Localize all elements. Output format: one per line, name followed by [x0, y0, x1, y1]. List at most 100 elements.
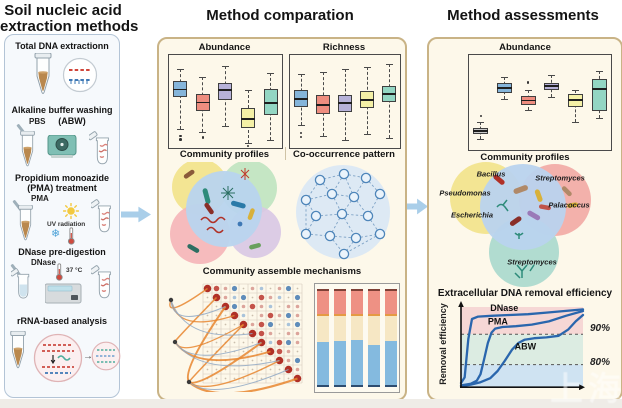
series-label-DNase: DNase: [490, 303, 518, 313]
whisker-cap: [524, 90, 532, 92]
bar-segment: [334, 289, 347, 291]
aligned-reads-icon: [91, 341, 121, 371]
whisker-cap: [267, 139, 275, 141]
cooccurrence-label: Co-occurrence pattern: [293, 149, 395, 160]
rrna-reads-icon: [33, 333, 83, 383]
whisker-cap: [222, 125, 229, 127]
box-median: [173, 88, 188, 91]
whisker-cap: [501, 98, 508, 100]
left-title-line2: extraction methods: [0, 18, 139, 35]
left-title-line1: Soil nucleic acid: [4, 2, 122, 19]
bar-segment: [367, 344, 380, 386]
conical-tube-icon: [20, 131, 35, 167]
bar-segment: [384, 340, 397, 386]
taxa-bacillus: Bacillus: [476, 169, 506, 179]
whisker-cap: [244, 143, 252, 145]
assessment-profiles-label: Community profiles: [480, 152, 570, 163]
threshold-80-label: 80%: [590, 357, 611, 368]
temp-37c-label: 37 °C: [66, 267, 83, 274]
microtube-icon: [91, 265, 112, 299]
bar-segment: [367, 289, 380, 291]
column-divider: [285, 147, 286, 160]
taxa-palacoccus: Palacoccus: [548, 200, 590, 210]
box-median: [263, 102, 278, 105]
bar-segment: [384, 290, 397, 314]
box-plot-box: [218, 82, 233, 100]
bar-segment: [351, 339, 363, 386]
whisker-cap: [572, 90, 579, 92]
box-median: [294, 97, 308, 100]
whisker-cap: [244, 90, 252, 92]
left-title: Soil nucleic acid extraction methods: [0, 2, 139, 35]
microtube-icon: [89, 131, 110, 165]
whisker-cap: [199, 132, 207, 134]
whisker-cap: [548, 96, 556, 98]
section-pma-heading: Propidium monoazide: [14, 173, 109, 183]
bar-segment: [351, 316, 363, 340]
box-median: [591, 88, 607, 91]
whisker-cap: [385, 137, 393, 139]
bar-segment: [317, 385, 330, 387]
bar-segment: [317, 316, 330, 342]
community-venn-illustration: [170, 162, 281, 264]
series-label-PMA: PMA: [488, 317, 509, 327]
whisker-cap: [572, 122, 579, 124]
dna-fragments-icon: [62, 57, 98, 93]
microtube-icon: [11, 268, 30, 299]
thermometer-icon: [67, 227, 75, 245]
extraction-methods-panel: Total DNA extractionn Alkaline buffer wa…: [4, 34, 121, 398]
bar-segment: [351, 313, 363, 317]
whisker-cap: [176, 68, 184, 70]
whisker-cap: [477, 138, 485, 140]
box-median: [241, 118, 256, 121]
bar-segment: [367, 313, 380, 317]
richness-label: Richness: [322, 42, 366, 53]
right-title: Method assessments: [447, 7, 599, 24]
flow-arrow-left-to-middle: [121, 206, 151, 223]
taxa-escherichia: Escherichia: [450, 210, 494, 220]
watermark: 上海: [550, 370, 622, 407]
pbs-label: PBS: [29, 117, 46, 126]
middle-title: Method comparation: [206, 7, 354, 24]
bar-segment: [317, 289, 330, 291]
whisker-cap: [363, 134, 371, 136]
removal-efficiency-title: Extracellular DNA removal efficiency: [437, 288, 613, 299]
outlier-dot: [246, 144, 250, 148]
community-profiles-label: Community profiles: [179, 149, 270, 160]
bar-segment: [351, 290, 363, 314]
whisker-cap: [267, 72, 275, 74]
bar-segment: [384, 316, 397, 341]
method-comparison-panel: Abundance Richness Community profiles Co…: [157, 37, 407, 401]
correlation-matrix: [168, 283, 303, 392]
cooccurrence-network: [296, 165, 390, 260]
thermometer-icon: [55, 263, 63, 281]
bar-segment: [334, 340, 347, 386]
section-abw-heading2: (ABW): [58, 116, 86, 126]
right-arrow-icon: →: [83, 351, 93, 362]
bar-segment: [351, 289, 363, 291]
box-plot-box: [316, 94, 330, 114]
whisker-cap: [501, 76, 508, 78]
box-plot-box: [263, 89, 278, 115]
section-abw-heading: Alkaline buffer washing: [11, 105, 113, 115]
uv-sun-icon: [63, 203, 79, 219]
whisker-cap: [341, 68, 349, 70]
assessment-abundance-boxplot: [468, 54, 612, 151]
dnase-label: DNase: [31, 258, 56, 267]
whisker-cap: [319, 71, 327, 73]
whisker-cap: [297, 73, 305, 75]
whisker-cap: [548, 74, 556, 76]
comparison-richness-boxplot: [289, 54, 401, 149]
whisker-cap: [595, 117, 603, 119]
removal-efficiency-chart: DNase PMA ABW: [458, 300, 586, 390]
section-total-dna-heading: Total DNA extractionn: [15, 41, 109, 51]
whisker-cap: [176, 129, 184, 131]
bar-segment: [384, 385, 397, 387]
bar-segment: [351, 385, 363, 387]
whisker-cap: [199, 77, 207, 79]
bar-segment: [334, 290, 347, 314]
snowflake-icon: ❄: [51, 228, 61, 240]
bar-segment: [317, 313, 330, 317]
conical-tube-icon: [10, 331, 26, 369]
